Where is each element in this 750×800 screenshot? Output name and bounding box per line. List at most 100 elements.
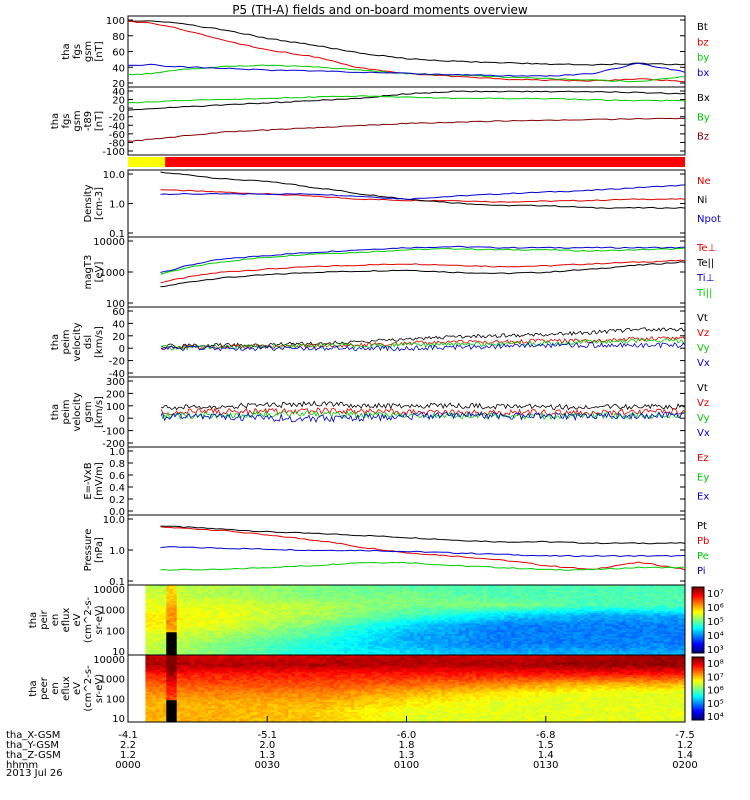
spectrogram-cell [326, 585, 331, 588]
spectrogram-cell [169, 607, 174, 610]
spectrogram-cell [246, 641, 251, 644]
spectrogram-cell [423, 649, 428, 652]
spectrogram-cell [375, 597, 380, 600]
spectrogram-cell [382, 639, 387, 642]
spectrogram-cell [469, 593, 474, 596]
spectrogram-cell [162, 644, 167, 647]
spectrogram-cell [176, 616, 181, 619]
spectrogram-cell [406, 593, 411, 596]
spectrogram-cell [134, 628, 139, 631]
spectrogram-cell [162, 585, 167, 588]
spectrogram-cell [169, 644, 174, 647]
spectrogram-cell [228, 613, 233, 616]
spectrogram-cell [430, 641, 435, 644]
spectrogram-cell [215, 628, 219, 631]
spectrogram-cell [183, 648, 188, 651]
spectrogram-cell [368, 639, 373, 642]
spectrogram-cell [399, 588, 404, 591]
spectrogram-cell [479, 653, 484, 656]
spectrogram-cell [490, 634, 494, 637]
spectrogram-cell [208, 651, 212, 654]
spectrogram-cell [211, 644, 216, 647]
spectrogram-cell [382, 648, 387, 651]
spectrogram-cell [228, 604, 233, 607]
spectrogram-cell [371, 599, 376, 602]
spectrogram-cell [437, 606, 442, 609]
spectrogram-cell [340, 649, 345, 652]
spectrogram-cell [201, 639, 205, 642]
spectrogram-cell [270, 648, 275, 651]
spectrogram-cell [434, 618, 439, 621]
spectrogram-cell [423, 630, 428, 633]
spectrogram-cell [403, 606, 407, 609]
legend-entry: Vz [697, 398, 709, 409]
spectrogram-cell [176, 614, 181, 617]
spectrogram-cell [486, 632, 491, 635]
spectrogram-cell [319, 644, 324, 647]
spectrogram-cell [288, 639, 293, 642]
spectrogram-cell [242, 648, 247, 651]
spectrogram-cell [187, 586, 192, 589]
spectrogram-cell [368, 630, 373, 633]
spectrogram-cell [281, 623, 286, 626]
y-tick-label: 0.1 [109, 577, 125, 588]
spectrogram-cell [340, 644, 345, 647]
spectrogram-cell [336, 620, 341, 623]
spectrogram-cell [253, 648, 258, 651]
spectrogram-cell [528, 621, 533, 624]
spectrogram-cell [448, 586, 453, 589]
spectrogram-cell [455, 607, 460, 610]
spectrogram-cell [180, 590, 185, 593]
spectrogram-cell [256, 646, 261, 649]
spectrogram-cell [218, 651, 223, 654]
spectrogram-cell [270, 637, 275, 640]
spectrogram-cell [322, 651, 327, 654]
spectrogram-cell [490, 611, 494, 614]
spectrogram-cell [190, 649, 195, 652]
spectrogram-cell [486, 620, 491, 623]
spectrogram-cell [249, 635, 254, 638]
spectrogram-cell [322, 628, 327, 631]
spectrogram-cell [455, 649, 460, 652]
spectrogram-cell [490, 600, 494, 603]
spectrogram-cell [441, 606, 446, 609]
spectrogram-cell [176, 635, 181, 638]
spectrogram-cell [361, 627, 366, 630]
spectrogram-cell [211, 634, 216, 637]
spectrogram-cell [319, 590, 324, 593]
spectrogram-cell [389, 637, 393, 640]
spectrogram-cell [354, 627, 359, 630]
spectrogram-cell [183, 653, 188, 656]
spectrogram-cell [204, 590, 209, 593]
spectrogram-cell [138, 621, 143, 624]
spectrogram-cell [476, 637, 481, 640]
spectrogram-cell [246, 600, 251, 603]
spectrogram-cell [190, 625, 195, 628]
spectrogram-cell [476, 586, 481, 589]
spectrogram-cell [152, 618, 157, 621]
spectrogram-cell [152, 632, 157, 635]
spectrogram-cell [270, 641, 275, 644]
spectrogram-cell [423, 609, 428, 612]
spectrogram-cell [277, 630, 282, 633]
spectrogram-cell [535, 600, 540, 603]
spectrogram-cell [148, 653, 153, 656]
y-axis-label: Density [83, 184, 94, 222]
spectrogram-cell [145, 646, 150, 649]
spectrogram-cell [221, 599, 226, 602]
spectrogram-cell [176, 641, 181, 644]
spectrogram-cell [281, 642, 286, 645]
spectrogram-cell [455, 613, 460, 616]
spectrogram-cell [155, 585, 160, 588]
spectrogram-cell [138, 614, 143, 617]
spectrogram-cell [128, 641, 132, 644]
spectrogram-cell [507, 628, 512, 631]
spectrogram-cell [218, 649, 223, 652]
spectrogram-cell [486, 628, 491, 631]
spectrogram-cell [138, 653, 143, 656]
spectrogram-cell [476, 595, 481, 598]
spectrogram-cell [510, 586, 515, 589]
spectrogram-cell [361, 635, 366, 638]
spectrogram-cell [510, 593, 515, 596]
